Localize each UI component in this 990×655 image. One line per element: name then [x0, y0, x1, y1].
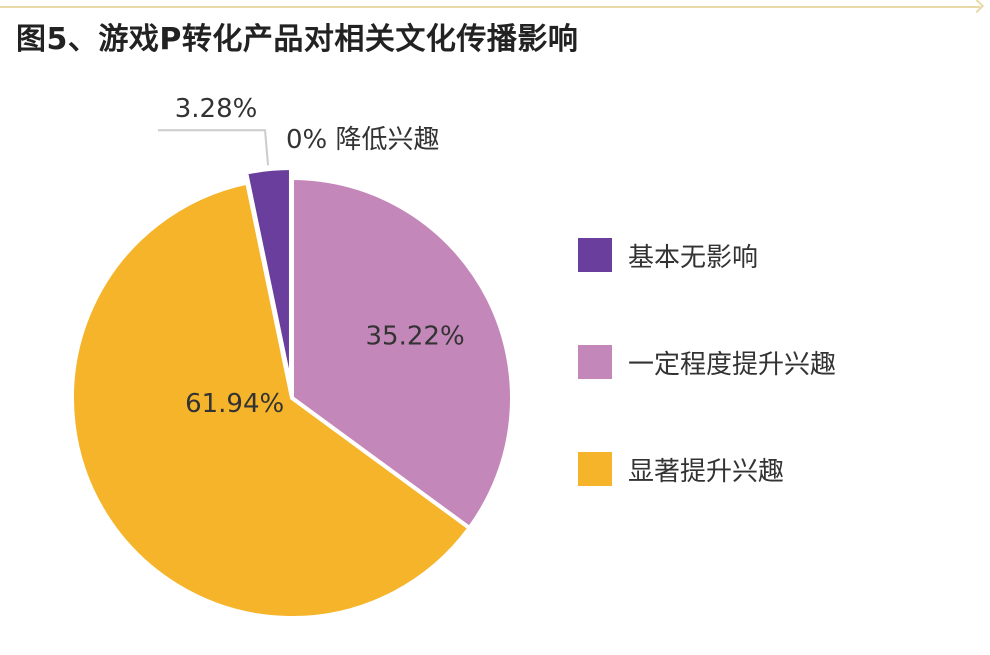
data-label: 35.22% — [366, 322, 465, 352]
legend-swatch — [578, 238, 612, 272]
legend-label: 显著提升兴趣 — [628, 456, 785, 487]
legend-label: 一定程度提升兴趣 — [628, 349, 837, 380]
data-label: 3.28% — [175, 94, 258, 124]
data-label: 61.94% — [185, 389, 284, 419]
legend-swatch — [578, 345, 612, 379]
legend-item-no-effect: 基本无影响 — [578, 235, 836, 275]
leader-line — [158, 129, 270, 166]
leader-lines — [158, 129, 270, 166]
legend-label: 基本无影响 — [628, 242, 759, 273]
legend-swatch — [578, 452, 612, 486]
legend-item-significant-increase: 显著提升兴趣 — [578, 449, 836, 489]
legend: 基本无影响 一定程度提升兴趣 显著提升兴趣 — [578, 235, 836, 556]
pie-slice — [70, 180, 472, 620]
chart-title: 图5、游戏P转化产品对相关文化传播影响 — [16, 22, 579, 57]
slice-labels: 3.28% 35.22% 61.94% 0% 降低兴趣 — [175, 94, 465, 419]
legend-item-some-increase: 一定程度提升兴趣 — [578, 342, 836, 382]
zero-value-label: 0% 降低兴趣 — [286, 125, 440, 155]
top-divider — [0, 6, 980, 8]
pie-slices — [70, 166, 514, 620]
pie-slice — [290, 176, 514, 531]
